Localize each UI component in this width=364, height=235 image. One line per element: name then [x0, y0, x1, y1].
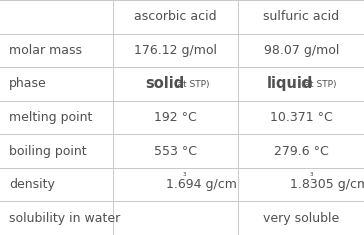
- Text: very soluble: very soluble: [263, 212, 339, 225]
- Text: solid: solid: [145, 76, 184, 91]
- Text: liquid: liquid: [267, 76, 313, 91]
- Text: (at STP): (at STP): [174, 80, 210, 89]
- Text: 176.12 g/mol: 176.12 g/mol: [134, 44, 217, 57]
- Text: 10.371 °C: 10.371 °C: [270, 111, 333, 124]
- Text: 1.8305 g/cm: 1.8305 g/cm: [290, 178, 364, 191]
- Text: ³: ³: [183, 172, 186, 181]
- Text: (at STP): (at STP): [301, 80, 336, 89]
- Text: solubility in water: solubility in water: [9, 212, 120, 225]
- Text: density: density: [9, 178, 55, 191]
- Text: melting point: melting point: [9, 111, 92, 124]
- Text: molar mass: molar mass: [9, 44, 82, 57]
- Text: sulfuric acid: sulfuric acid: [263, 10, 339, 23]
- Text: boiling point: boiling point: [9, 145, 87, 158]
- Text: 1.694 g/cm: 1.694 g/cm: [166, 178, 237, 191]
- Text: ³: ³: [309, 172, 313, 181]
- Text: 279.6 °C: 279.6 °C: [274, 145, 329, 158]
- Text: ascorbic acid: ascorbic acid: [134, 10, 217, 23]
- Text: 98.07 g/mol: 98.07 g/mol: [264, 44, 339, 57]
- Text: 192 °C: 192 °C: [154, 111, 197, 124]
- Text: phase: phase: [9, 77, 47, 90]
- Text: 553 °C: 553 °C: [154, 145, 197, 158]
